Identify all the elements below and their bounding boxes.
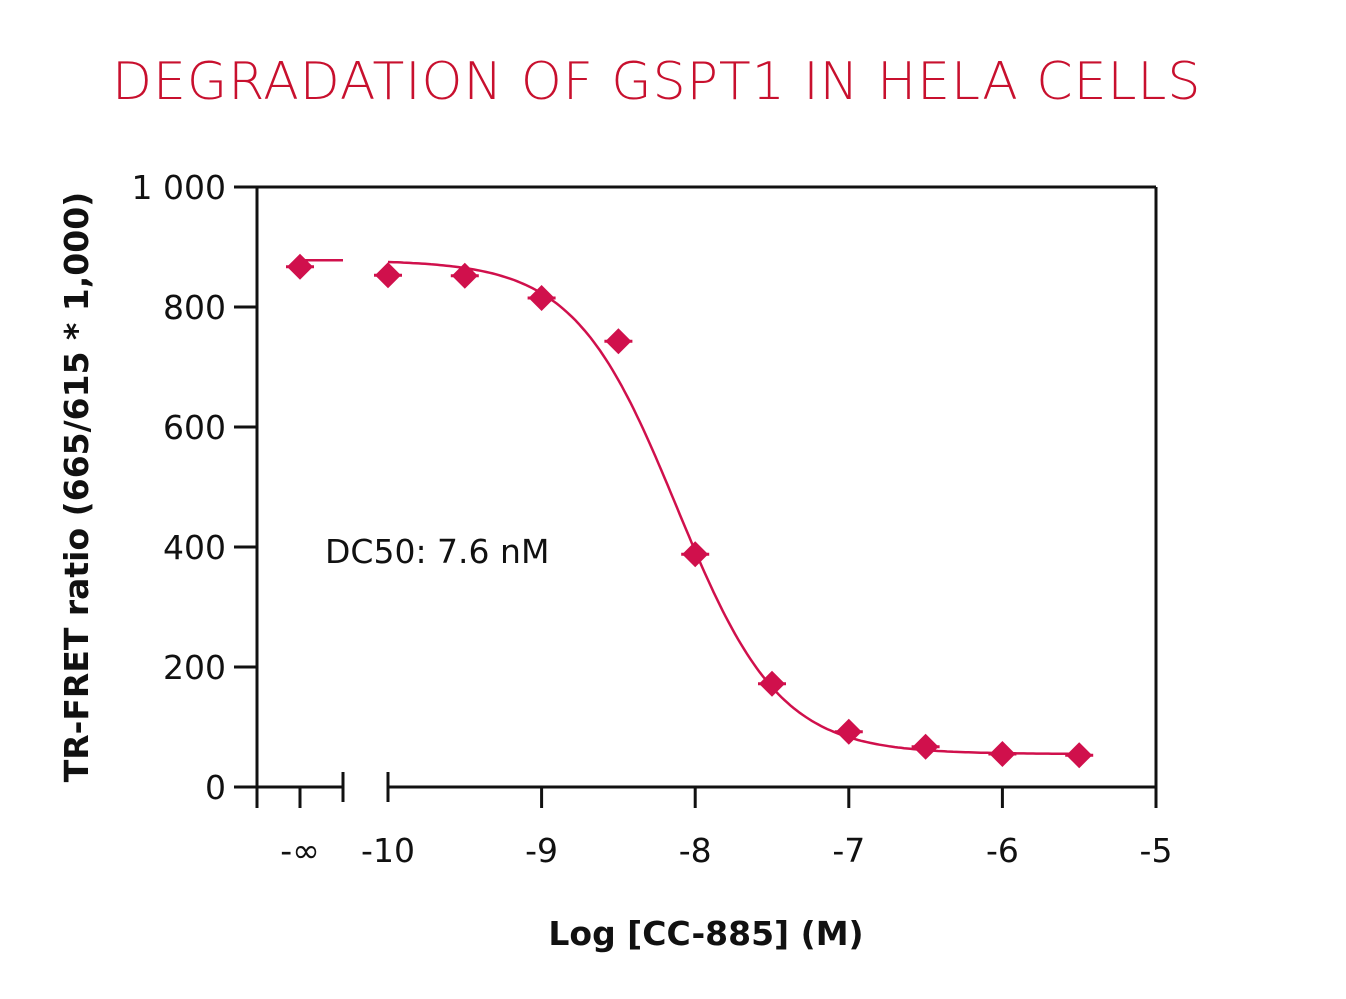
x-tick-label: -∞ xyxy=(280,831,319,870)
data-point xyxy=(835,718,862,745)
x-tick-label: -7 xyxy=(832,831,865,870)
x-tick-label: -6 xyxy=(986,831,1019,870)
y-tick-label: 800 xyxy=(163,288,226,327)
data-point xyxy=(375,262,401,289)
data-point xyxy=(528,285,555,311)
x-tick-label: -5 xyxy=(1140,831,1173,870)
data-point xyxy=(912,733,939,760)
data-point xyxy=(759,670,785,697)
y-tick-label: 0 xyxy=(205,768,226,807)
y-tick-label: 600 xyxy=(163,408,226,447)
data-point xyxy=(605,328,632,355)
data-point xyxy=(682,541,709,568)
data-point xyxy=(1066,742,1093,769)
x-tick-label: -10 xyxy=(361,831,415,870)
dc50-annotation: DC50: 7.6 nM xyxy=(325,532,549,571)
y-tick-label: 400 xyxy=(163,528,226,567)
x-tick-label: -9 xyxy=(525,831,558,870)
chart-title: DEGRADATION OF GSPT1 IN HELA CELLS xyxy=(112,52,1202,112)
x-axis-label: Log [CC-885] (M) xyxy=(548,914,863,953)
y-tick-label: 200 xyxy=(163,648,226,687)
data-point xyxy=(451,262,478,289)
y-axis-label: TR-FRET ratio (665/615 * 1,000) xyxy=(57,192,96,783)
data-point xyxy=(287,253,313,280)
y-tick-label: 1 000 xyxy=(132,168,226,207)
x-tick-label: -8 xyxy=(679,831,712,870)
data-point xyxy=(989,741,1016,767)
fit-curve xyxy=(387,260,1077,756)
